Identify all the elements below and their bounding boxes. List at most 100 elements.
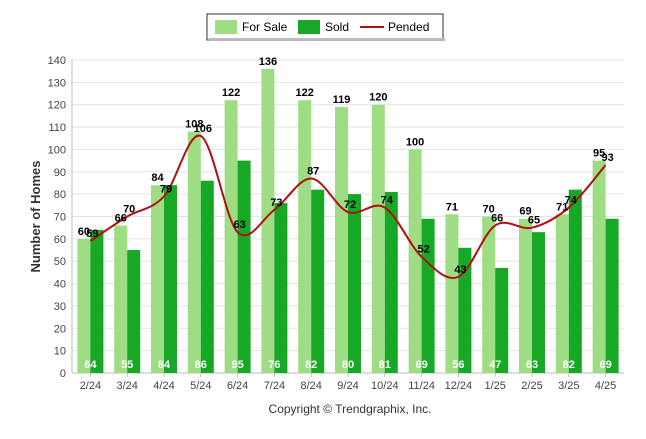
pended-line — [89, 134, 607, 279]
y-tick-label: 60 — [54, 234, 66, 246]
bar-for-sale — [298, 100, 312, 373]
y-tick-label: 50 — [54, 256, 66, 268]
bar-sold — [421, 218, 435, 373]
label-pended: 59 — [86, 228, 98, 240]
label-pended: 52 — [417, 244, 429, 256]
y-tick-label: 140 — [48, 55, 66, 67]
y-tick-label: 90 — [54, 167, 66, 179]
bar-for-sale — [592, 160, 606, 373]
bar-sold — [274, 203, 288, 373]
bar-sold — [127, 250, 141, 373]
label-for-sale: 71 — [446, 201, 458, 213]
legend-label-pended: Pended — [388, 20, 429, 34]
bar-for-sale — [555, 214, 569, 373]
bar-for-sale — [445, 214, 459, 373]
y-tick-label: 120 — [48, 100, 66, 112]
legend — [206, 13, 445, 41]
bar-sold — [458, 247, 472, 373]
label-pended: 73 — [270, 197, 282, 209]
x-tick-label: 2/24 — [80, 380, 101, 392]
bar-sold — [605, 218, 619, 373]
y-tick-label: 110 — [48, 122, 66, 134]
x-tick-label: 11/24 — [408, 380, 435, 392]
bar-for-sale — [408, 149, 422, 373]
label-sold: 84 — [158, 359, 171, 371]
x-tick-label: 2/25 — [521, 380, 542, 392]
x-tick-label: 3/25 — [558, 380, 579, 392]
copyright-text: Copyright © Trendgraphix, Inc. — [269, 402, 432, 416]
label-for-sale: 100 — [406, 136, 424, 148]
x-tick-label: 7/24 — [264, 380, 285, 392]
y-axis-title: Number of Homes — [28, 161, 43, 273]
label-pended: 70 — [123, 204, 135, 216]
label-sold: 86 — [195, 359, 207, 371]
label-for-sale: 108 — [185, 119, 203, 131]
x-tick-label: 1/25 — [484, 380, 505, 392]
legend-label-sold: Sold — [325, 20, 349, 34]
x-tick-label: 12/24 — [445, 380, 473, 392]
bar-sold — [237, 160, 251, 373]
x-tick-label: 4/24 — [153, 380, 174, 392]
label-sold: 56 — [452, 359, 464, 371]
x-tick-label: 9/24 — [337, 380, 358, 392]
label-pended: 72 — [344, 199, 356, 211]
bar-sold — [568, 189, 582, 373]
x-tick-label: 6/24 — [227, 380, 248, 392]
label-for-sale: 84 — [151, 172, 164, 184]
label-for-sale: 119 — [333, 94, 351, 106]
label-for-sale: 122 — [222, 87, 240, 99]
bar-sold — [90, 229, 104, 373]
label-sold: 64 — [84, 359, 97, 371]
label-sold: 69 — [599, 359, 611, 371]
label-pended: 43 — [454, 264, 466, 276]
label-sold: 55 — [121, 359, 133, 371]
label-sold: 69 — [415, 359, 427, 371]
label-sold: 76 — [268, 359, 280, 371]
bar-for-sale — [519, 218, 532, 373]
bar-for-sale — [224, 100, 238, 373]
label-sold: 80 — [342, 359, 354, 371]
x-tick-label: 10/24 — [371, 380, 399, 392]
legend-swatch-sold — [298, 20, 320, 34]
label-for-sale: 122 — [296, 87, 314, 99]
y-tick-label: 0 — [60, 368, 66, 380]
legend-label-for-sale: For Sale — [242, 20, 288, 34]
bar-for-sale — [335, 106, 348, 373]
label-pended: 87 — [307, 165, 319, 177]
bar-sold — [200, 180, 214, 373]
label-pended: 106 — [194, 123, 212, 135]
bar-sold — [495, 267, 509, 373]
y-tick-label: 30 — [54, 301, 66, 313]
x-tick-label: 8/24 — [300, 380, 321, 392]
label-pended: 79 — [160, 183, 172, 195]
y-tick-label: 20 — [54, 323, 66, 335]
x-tick-label: 4/25 — [595, 380, 616, 392]
y-tick-label: 40 — [54, 279, 66, 291]
label-sold: 81 — [379, 359, 391, 371]
bar-sold — [164, 185, 177, 373]
label-pended: 63 — [233, 219, 245, 231]
label-sold: 47 — [489, 359, 501, 371]
label-pended: 74 — [565, 195, 578, 207]
legend-box — [206, 13, 444, 41]
x-tick-label: 3/24 — [116, 380, 137, 392]
label-for-sale: 71 — [556, 201, 568, 213]
label-pended: 65 — [528, 215, 540, 227]
legend-swatch-for-sale — [215, 20, 237, 34]
label-sold: 63 — [526, 359, 538, 371]
bar-for-sale — [151, 185, 164, 373]
bar-for-sale — [77, 238, 91, 373]
label-for-sale: 95 — [593, 148, 605, 160]
label-sold: 95 — [231, 359, 243, 371]
label-sold: 82 — [305, 359, 317, 371]
y-tick-label: 10 — [54, 346, 66, 358]
bar-sold — [532, 232, 545, 373]
y-tick-label: 70 — [54, 212, 66, 224]
label-for-sale: 69 — [519, 206, 531, 218]
label-pended: 74 — [381, 195, 394, 207]
bar-for-sale — [114, 225, 128, 373]
bar-sold — [384, 191, 398, 373]
label-for-sale: 136 — [259, 56, 277, 68]
